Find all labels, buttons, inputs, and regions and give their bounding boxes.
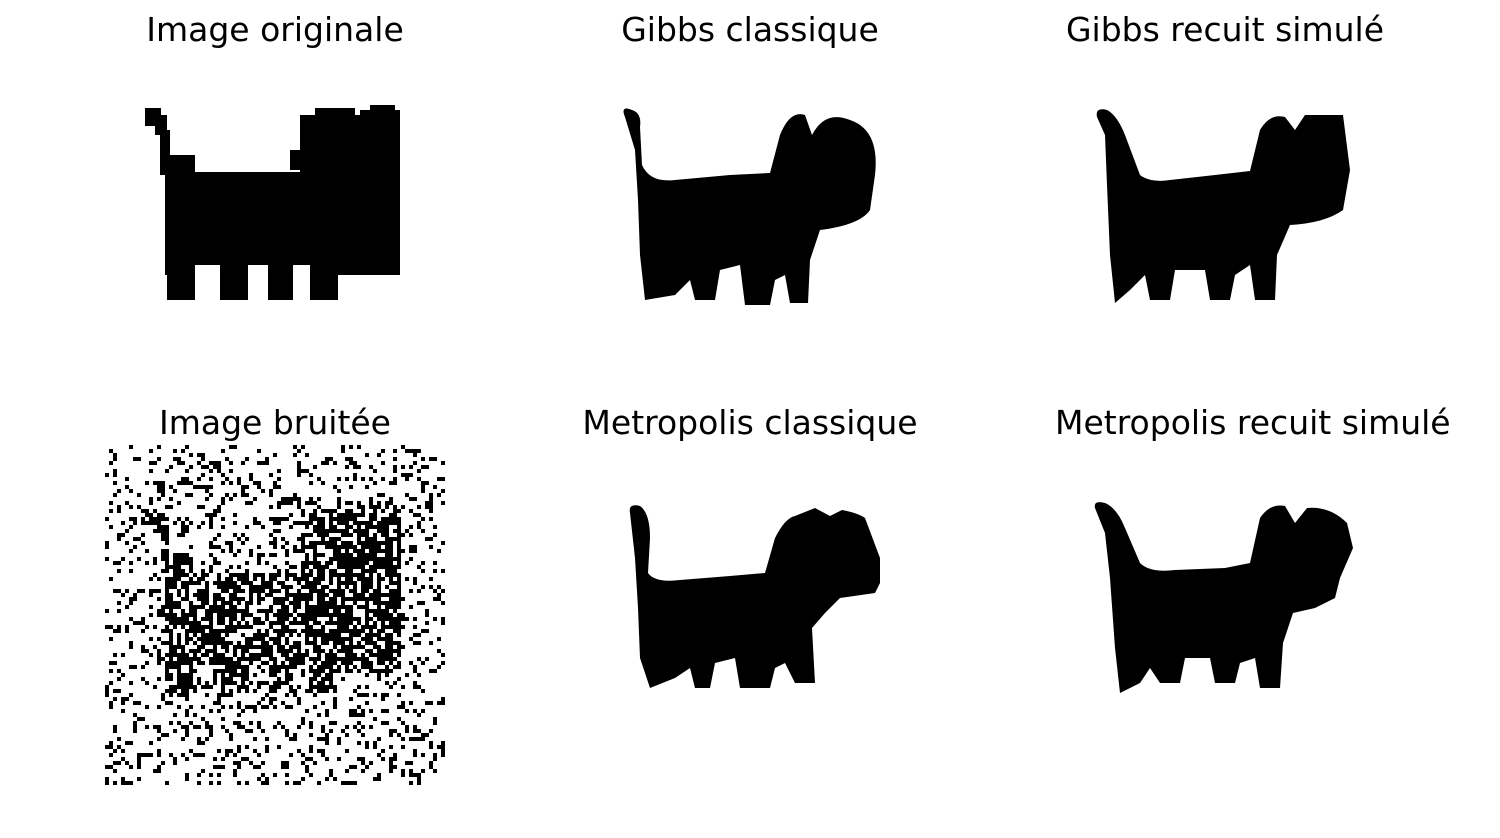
panel-metropolis-recuit: Metropolis recuit simulé xyxy=(1055,403,1451,793)
noise-pixels xyxy=(105,445,445,785)
panel-noisy: Image bruitée xyxy=(105,403,445,793)
cat-image-noisy xyxy=(105,445,445,785)
cat-image-gibbs-recuit xyxy=(1055,105,1395,445)
panel-metropolis-classique: Metropolis classique xyxy=(580,403,920,793)
cat-image-gibbs-classique xyxy=(580,105,920,445)
panel-title: Metropolis recuit simulé xyxy=(1055,403,1451,442)
cat-image-metropolis-classique xyxy=(580,498,920,838)
panel-title: Image bruitée xyxy=(159,403,391,442)
panel-title: Gibbs classique xyxy=(621,10,879,49)
panel-title: Gibbs recuit simulé xyxy=(1065,10,1384,49)
cat-image-original xyxy=(105,105,445,445)
cat-image-metropolis-recuit xyxy=(1055,498,1395,838)
panel-title: Image originale xyxy=(146,10,404,49)
panel-gibbs-classique: Gibbs classique xyxy=(580,10,920,390)
panel-original: Image originale xyxy=(105,10,445,390)
panel-title: Metropolis classique xyxy=(582,403,918,442)
panel-gibbs-recuit: Gibbs recuit simulé xyxy=(1055,10,1395,390)
